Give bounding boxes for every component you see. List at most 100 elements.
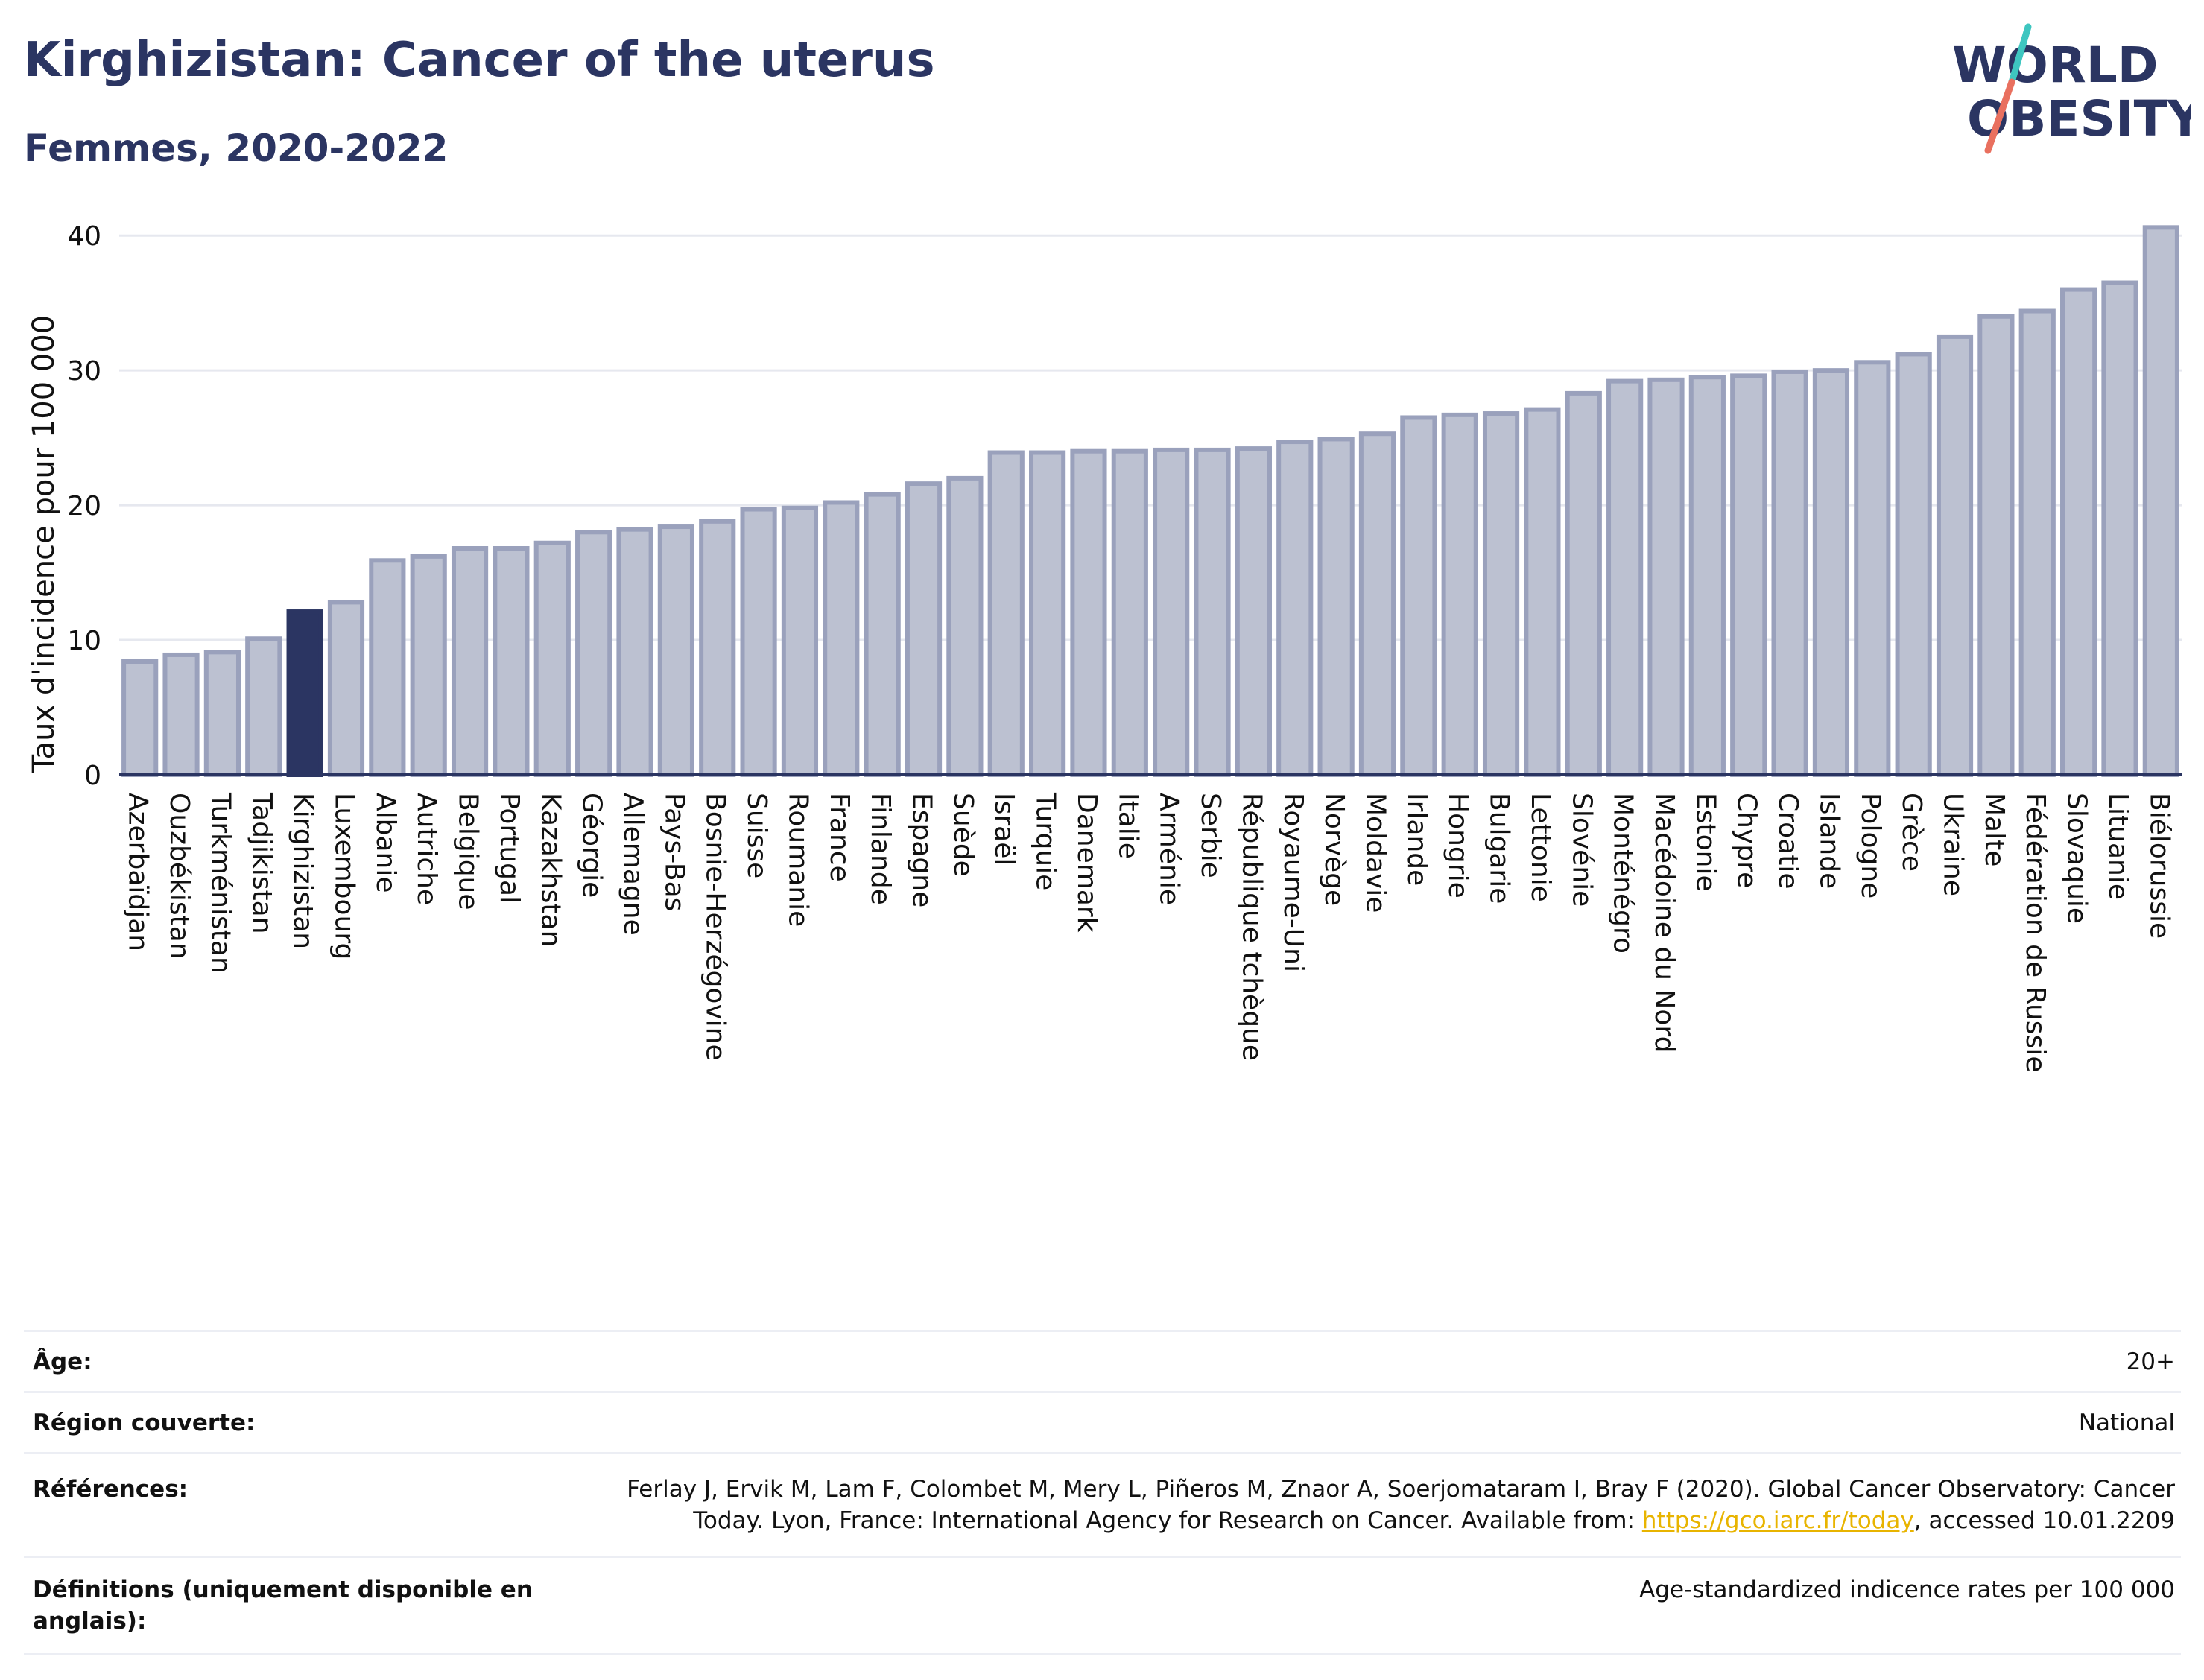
- bar-lituanie: [2101, 280, 2138, 777]
- bar-croatie: [1771, 369, 1808, 777]
- x-tick-label: France: [824, 793, 855, 882]
- bar-slovaquie: [2060, 287, 2097, 778]
- bar-bulgarie: [1482, 411, 1520, 777]
- bar-slov-nie: [1565, 390, 1602, 777]
- bar-estonie: [1688, 375, 1726, 777]
- logo-slash-bottom: [1984, 78, 2015, 154]
- bar-irlande: [1400, 415, 1437, 777]
- bar-autriche: [410, 554, 447, 777]
- bar-bi-lorussie: [2142, 225, 2179, 778]
- bars: [121, 225, 2179, 778]
- bar-arm-nie: [1153, 447, 1190, 778]
- y-tick-label: 20: [67, 491, 101, 522]
- bar-ukraine: [1936, 334, 1974, 777]
- age-value: 20+: [2126, 1348, 2175, 1375]
- x-tick-label: Macédoine du Nord: [1649, 793, 1679, 1053]
- x-tick-label: Tadjikistan: [247, 792, 277, 934]
- references-label: Références:: [33, 1476, 189, 1503]
- bar-malte: [1977, 314, 2015, 777]
- x-tick-label: Turquie: [1030, 792, 1061, 890]
- bar-ouzb-kistan: [162, 652, 200, 778]
- x-tick-label: Portugal: [494, 793, 525, 904]
- x-tick-label: Autriche: [411, 793, 442, 905]
- bar-lettonie: [1524, 407, 1561, 777]
- info-row-region: Région couverte: National: [24, 1391, 2181, 1452]
- x-tick-label: Finlande: [865, 793, 896, 905]
- x-tick-label: Hongrie: [1443, 793, 1473, 898]
- x-tick-label: Pologne: [1855, 793, 1886, 898]
- x-tick-label: Grèce: [1896, 793, 1927, 872]
- info-row-age: Âge: 20+: [24, 1330, 2181, 1391]
- x-tick-label: Estonie: [1690, 793, 1720, 892]
- bar-turkm-nistan: [203, 650, 241, 777]
- x-tick-label: Roumanie: [782, 793, 813, 927]
- bar-roumanie: [781, 505, 819, 777]
- x-tick-label: Luxembourg: [329, 793, 359, 960]
- bar-bosnie-herz-govine: [699, 519, 736, 777]
- x-tick-label: Slovaquie: [2062, 793, 2092, 924]
- bar-mac-doine-du-nord: [1647, 377, 1685, 777]
- x-tick-label: Italie: [1112, 793, 1143, 859]
- bar-moldavie: [1358, 431, 1396, 777]
- x-tick-label: Ukraine: [1938, 793, 1969, 896]
- bar-pologne: [1854, 360, 1891, 777]
- bar-r-publique-tch-que: [1235, 446, 1272, 777]
- world-obesity-logo: WORLD OBESITY: [1952, 23, 2191, 154]
- x-tick-label: Suisse: [741, 793, 772, 878]
- logo-slash-top: [2008, 23, 2032, 86]
- y-tick-label: 0: [84, 761, 101, 791]
- info-row-definitions: Définitions (uniquement disponible en an…: [24, 1556, 2181, 1655]
- x-tick-label: Kazakhstan: [535, 793, 566, 947]
- x-tick-label: Belgique: [453, 793, 484, 910]
- references-text-1: Ferlay J, Ervik M, Lam F, Colombet M, Me…: [627, 1476, 2175, 1534]
- x-tick-label: République tchèque: [1236, 793, 1267, 1061]
- axes: 0 10 20 30 40: [67, 221, 2182, 791]
- x-tick-label: Moldavie: [1360, 793, 1390, 913]
- bar-pays-bas: [657, 524, 694, 777]
- bar-belgique: [451, 546, 489, 777]
- x-tick-label: Albanie: [370, 793, 401, 893]
- bar-allemagne: [616, 527, 653, 778]
- x-tick-label: Lituanie: [2103, 793, 2133, 900]
- bar-mont-n-gro: [1606, 378, 1644, 778]
- bar-finlande: [864, 492, 901, 777]
- x-tick-label: Islande: [1814, 793, 1844, 889]
- references-value: Ferlay J, Ervik M, Lam F, Colombet M, Me…: [563, 1474, 2181, 1536]
- bar-islande: [1812, 368, 1850, 777]
- region-value: National: [2078, 1409, 2175, 1436]
- x-tick-label: Arménie: [1154, 793, 1185, 905]
- x-tick-label: Kirghizistan: [288, 793, 318, 949]
- references-link[interactable]: https://gco.iarc.fr/today: [1641, 1507, 1914, 1534]
- bar-f-d-ration-de-russie: [2018, 308, 2056, 777]
- bar-espagne: [905, 481, 943, 778]
- x-tick-label: Azerbaïdjan: [123, 793, 153, 951]
- x-tick-label: Ouzbékistan: [164, 793, 194, 960]
- chart-subtitle: Femmes, 2020-2022: [24, 127, 449, 170]
- region-label: Région couverte:: [33, 1409, 256, 1436]
- x-tick-label: Royaume-Uni: [1278, 793, 1308, 972]
- bar-serbie: [1194, 447, 1231, 778]
- bar-kirghizistan: [286, 609, 323, 777]
- x-tick-label: Allemagne: [618, 793, 648, 936]
- bar-italie: [1111, 448, 1148, 777]
- references-text-2: , accessed 10.01.2209: [1913, 1507, 2175, 1534]
- y-tick-label: 10: [67, 626, 101, 656]
- chart-title: Kirghizistan: Cancer of the uterus: [24, 33, 935, 88]
- x-tick-label: Chypre: [1732, 793, 1762, 888]
- x-tick-label: Monténégro: [1608, 793, 1638, 954]
- bar-g-orgie: [575, 530, 612, 777]
- bar-royaume-uni: [1276, 440, 1314, 777]
- x-tick-label: Croatie: [1773, 793, 1803, 890]
- x-tick-label: Bulgarie: [1484, 793, 1515, 904]
- x-tick-label: Géorgie: [577, 793, 607, 898]
- x-tick-label: Slovénie: [1566, 793, 1597, 907]
- bar-hongrie: [1441, 412, 1478, 777]
- age-label: Âge:: [33, 1348, 92, 1375]
- bar-portugal: [493, 546, 530, 777]
- x-tick-label: Malte: [1979, 793, 2010, 866]
- bar-luxembourg: [327, 600, 365, 778]
- bar-norv-ge: [1317, 437, 1355, 778]
- x-tick-label: Suède: [948, 793, 978, 877]
- x-tick-label: Serbie: [1195, 793, 1226, 878]
- definitions-label: Définitions (uniquement disponible en an…: [33, 1576, 533, 1635]
